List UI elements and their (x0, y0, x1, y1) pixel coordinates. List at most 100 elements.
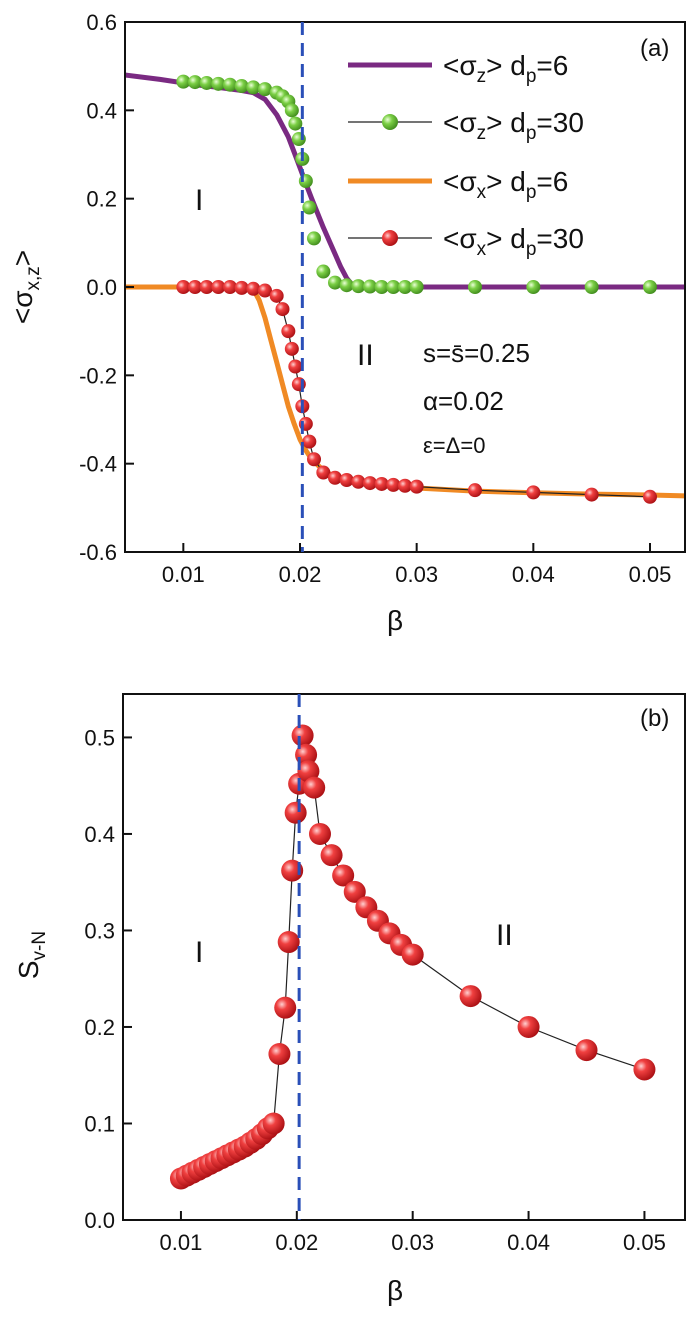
y-tick-label-neg0p6: -0.6 (79, 540, 117, 565)
data-point-s3-2 (199, 280, 214, 294)
panel-a-y-axis-label: <σx,z> (7, 250, 44, 324)
panel-a-region-1: I (195, 184, 203, 217)
panel-b-region-1: I (195, 936, 203, 969)
data-point-s3-8 (269, 288, 284, 303)
data-point-s3-17 (307, 452, 321, 467)
panel-a: 0.01 0.02 0.03 0.04 0.05 0.6 0.4 0.2 0.0 -0.2 -0.4… (7, 10, 686, 636)
data-point-s1-0 (176, 74, 191, 89)
data-point-s0-21 (284, 801, 307, 824)
series-line-3 (183, 286, 651, 498)
panel-b: 0.01 0.02 0.03 0.04 0.05 0.0 0.1 0.2 0.3 0.4 0.5 (… (13, 693, 686, 1306)
annotation-alpha: α=0.02 (423, 386, 504, 416)
panel-b-plot-series (169, 724, 656, 1190)
legend: <σz> dp=6 <σz> dp=30 <σx> dp=6 <σx> dp=3… (348, 50, 584, 260)
data-point-s3-11 (284, 341, 299, 356)
x-tick-label-0p01: 0.01 (160, 1230, 203, 1255)
data-point-s1-1 (188, 75, 202, 90)
data-point-s1-25 (398, 280, 412, 294)
data-point-s1-27 (468, 280, 482, 294)
panel-a-label: (a) (640, 35, 669, 62)
data-point-s3-28 (526, 485, 541, 500)
x-tick-label-0p03: 0.03 (391, 1230, 434, 1255)
legend-entry-sigma-x-dp6: <σx> dp=6 (348, 166, 568, 203)
y-tick-label-neg0p4: -0.4 (79, 452, 117, 477)
x-tick-label-0p04: 0.04 (512, 562, 555, 587)
annotation-epsilon: ε=Δ=0 (423, 433, 485, 458)
data-point-s1-16 (302, 200, 317, 215)
data-point-s3-30 (643, 489, 657, 504)
legend-marker-sigma-z-dp30 (382, 114, 398, 130)
legend-label-sigma-z-dp6: <σz> dp=6 (443, 50, 568, 87)
data-point-s3-19 (328, 470, 342, 485)
panel-b-y-axis-label: Sv-N (13, 931, 50, 979)
y-tick-label-0p5: 0.5 (84, 725, 115, 750)
data-point-s0-18 (274, 996, 297, 1019)
x-tick-label-0p03: 0.03 (395, 562, 438, 587)
data-point-s1-17 (307, 231, 321, 246)
y-tick-label-0: 0.0 (86, 275, 117, 300)
legend-label-sigma-x-dp30: <σx> dp=30 (443, 223, 584, 260)
data-point-s1-12 (288, 116, 303, 131)
data-point-s1-3 (211, 76, 226, 91)
data-point-s1-29 (584, 280, 599, 294)
data-point-s1-21 (351, 279, 366, 294)
data-point-s3-12 (288, 359, 303, 374)
y-tick-label-0p6: 0.6 (86, 10, 117, 35)
legend-label-sigma-z-dp30: <σz> dp=30 (443, 107, 584, 144)
y-tick-label-0p2: 0.2 (84, 1015, 115, 1040)
x-tick-label-0p05: 0.05 (623, 1230, 666, 1255)
data-point-s1-18 (316, 264, 331, 279)
y-tick-label-0p2: 0.2 (86, 187, 117, 212)
data-point-s0-19 (277, 931, 300, 954)
data-point-s1-2 (199, 75, 214, 90)
data-point-s3-22 (363, 476, 377, 491)
data-point-s1-4 (223, 77, 237, 92)
data-point-s3-27 (468, 483, 482, 498)
x-tick-label-0p05: 0.05 (629, 562, 672, 587)
data-point-s1-7 (258, 82, 272, 97)
y-tick-label-0: 0.0 (84, 1208, 115, 1233)
data-point-s1-28 (526, 280, 541, 294)
data-point-s3-6 (246, 281, 261, 296)
data-point-s1-20 (339, 278, 354, 293)
data-point-s3-9 (275, 302, 290, 317)
data-point-s0-29 (332, 864, 355, 887)
annotation-s: s=s̄=0.25 (423, 338, 530, 368)
data-point-s3-26 (409, 479, 424, 494)
x-tick-label-0p02: 0.02 (275, 1230, 318, 1255)
data-point-s1-26 (409, 280, 424, 294)
series-line-2 (125, 284, 686, 499)
x-tick-label-0p02: 0.02 (279, 562, 322, 587)
data-point-s3-10 (281, 324, 296, 339)
y-tick-label-0p4: 0.4 (86, 98, 117, 123)
data-point-s0-39 (633, 1058, 656, 1081)
panel-b-frame (122, 693, 686, 1221)
legend-entry-sigma-z-dp6: <σz> dp=6 (348, 50, 568, 87)
panel-a-ticks: 0.01 0.02 0.03 0.04 0.05 0.6 0.4 0.2 0.0 -0.2 -0.4… (79, 10, 671, 587)
x-tick-label-0p04: 0.04 (507, 1230, 550, 1255)
data-point-s3-21 (351, 474, 366, 489)
legend-entry-sigma-z-dp30: <σz> dp=30 (348, 107, 584, 144)
panel-a-plot-series (124, 72, 686, 504)
data-point-s3-7 (258, 283, 272, 298)
data-point-s1-24 (386, 280, 401, 294)
data-point-s3-5 (234, 280, 249, 295)
data-point-s0-28 (320, 844, 343, 867)
data-point-s3-24 (386, 477, 401, 492)
legend-entry-sigma-x-dp30: <σx> dp=30 (348, 223, 584, 260)
data-point-s3-16 (302, 434, 317, 449)
data-point-s1-19 (328, 275, 342, 290)
legend-marker-sigma-x-dp30 (382, 230, 398, 246)
legend-label-sigma-x-dp6: <σx> dp=6 (443, 166, 568, 203)
data-point-s3-25 (398, 478, 412, 493)
panel-b-region-2: II (496, 919, 513, 952)
data-point-s3-4 (223, 280, 237, 294)
data-point-s3-3 (211, 280, 226, 294)
panel-a-region-2: II (357, 339, 374, 372)
data-point-s0-35 (401, 943, 424, 966)
y-tick-label-0p4: 0.4 (84, 822, 115, 847)
panel-b-ticks: 0.01 0.02 0.03 0.04 0.05 0.0 0.1 0.2 0.3 0.4 0.5 (84, 725, 665, 1255)
data-point-s0-23 (291, 724, 314, 747)
data-point-s0-26 (303, 776, 326, 799)
